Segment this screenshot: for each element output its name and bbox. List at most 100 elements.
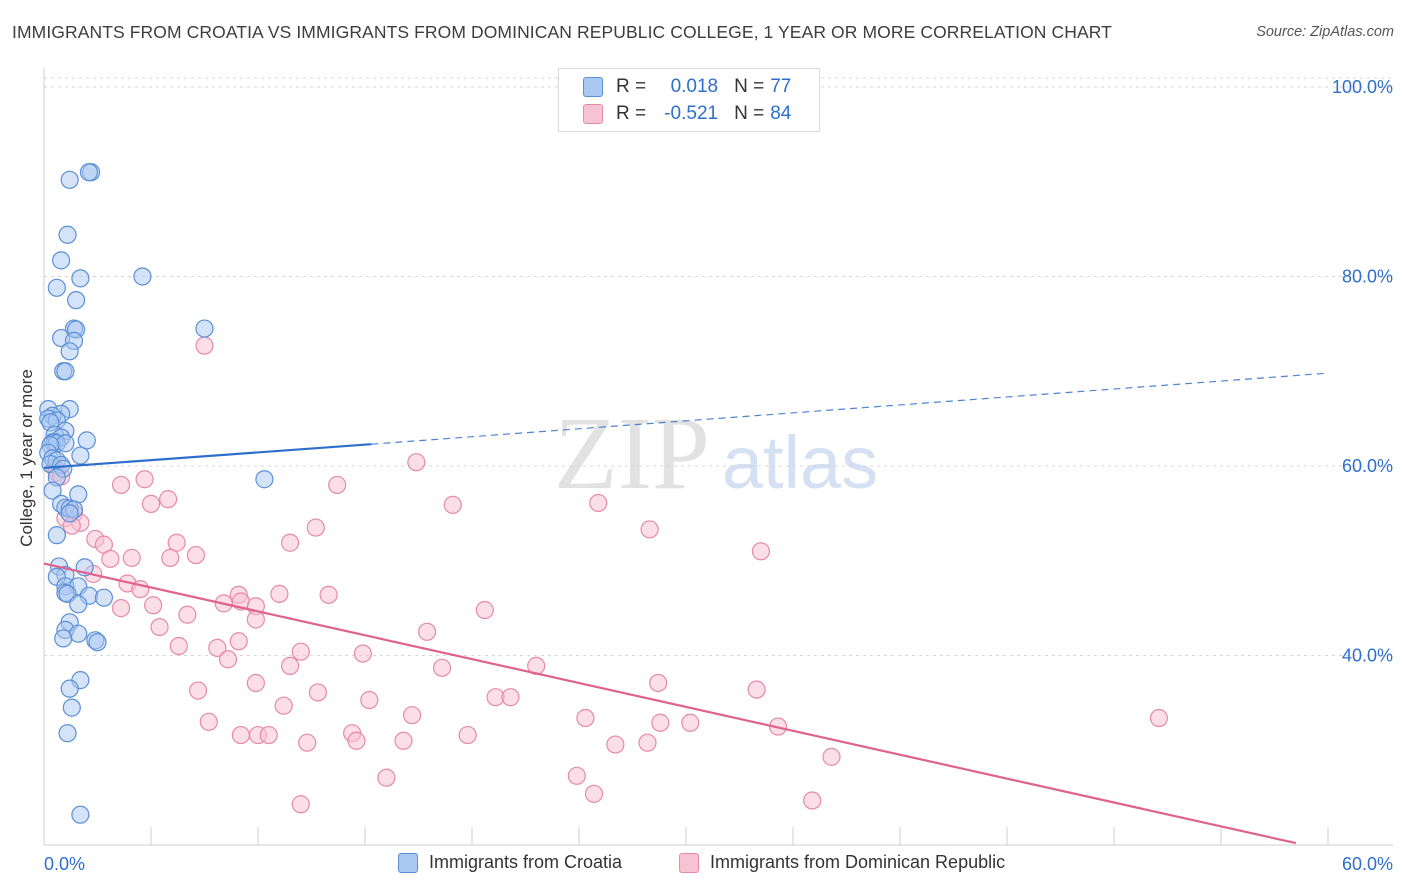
dominican-point xyxy=(199,712,218,731)
dominican-point xyxy=(803,791,822,810)
dominican-point xyxy=(111,599,131,618)
trend-lines xyxy=(43,372,1329,845)
dominican-point xyxy=(443,495,462,514)
legend-r-value-croatia: 0.018 xyxy=(670,76,719,97)
dominican-point xyxy=(584,784,604,803)
dominican-point xyxy=(169,636,188,656)
dominican-point xyxy=(402,706,422,725)
stats-legend: R = 0.018 N = 77 R = -0.521 N = 84 xyxy=(558,68,820,132)
y-tick-label: 100.0% xyxy=(1332,77,1393,97)
dominican-point xyxy=(501,688,520,707)
dominican-point xyxy=(407,453,426,472)
croatia-point xyxy=(62,698,81,717)
croatia-point xyxy=(71,446,90,465)
dominican-point xyxy=(417,622,437,641)
dominican-point xyxy=(606,735,625,754)
dominican-point xyxy=(144,596,163,615)
croatia-point xyxy=(60,504,79,523)
dominican-trend-line xyxy=(43,562,1297,845)
legend-n-value-dominican: 84 xyxy=(770,103,792,124)
legend-row-dominican: R = -0.521 N = 84 xyxy=(559,101,791,127)
dominican-point xyxy=(458,725,477,745)
y-axis-title: College, 1 year or more xyxy=(17,369,36,547)
croatia-point xyxy=(66,291,86,310)
legend-n-value-croatia: 77 xyxy=(770,76,792,97)
croatia-point xyxy=(255,470,274,489)
watermark-zip: ZIP xyxy=(554,396,710,511)
series-swatch-dominican xyxy=(679,852,699,873)
dominican-point xyxy=(747,680,766,699)
croatia-point xyxy=(60,679,79,698)
dominican-points xyxy=(45,336,1169,814)
dominican-point xyxy=(229,632,248,651)
croatia-trend-extension xyxy=(371,372,1329,445)
dominican-point xyxy=(308,683,328,702)
croatia-point xyxy=(69,624,88,643)
dominican-point xyxy=(589,493,608,513)
dominican-point xyxy=(347,731,366,750)
dominican-point xyxy=(281,533,300,552)
series-legend-label-dominican: Immigrants from Dominican Republic xyxy=(710,852,1006,872)
dominican-point xyxy=(432,658,452,677)
dominican-point xyxy=(141,494,161,513)
dominican-point xyxy=(150,617,169,637)
dominican-point xyxy=(475,600,494,620)
dominican-point xyxy=(291,795,310,814)
series-legend-label-croatia: Immigrants from Croatia xyxy=(429,852,623,872)
dominican-point xyxy=(208,638,227,658)
dominican-point xyxy=(394,731,413,750)
croatia-point xyxy=(94,588,114,607)
gridlines xyxy=(44,77,1393,656)
croatia-point xyxy=(133,267,152,286)
watermark: ZIP atlas xyxy=(554,396,878,511)
croatia-point xyxy=(71,805,90,824)
croatia-trend-line xyxy=(43,443,372,469)
dominican-point xyxy=(178,605,197,624)
legend-row-croatia: R = 0.018 N = 77 xyxy=(559,74,791,100)
dominican-point xyxy=(360,690,379,710)
legend-swatch-dominican xyxy=(583,104,603,124)
croatia-point xyxy=(56,434,75,453)
x-axis-labels: 0.0% 60.0% xyxy=(44,854,1393,874)
y-tick-label: 40.0% xyxy=(1342,645,1393,665)
croatia-point xyxy=(195,319,214,338)
dominican-point xyxy=(649,673,668,693)
dominican-point xyxy=(751,542,771,561)
croatia-point xyxy=(43,481,62,500)
dominican-point xyxy=(651,713,670,732)
dominican-point xyxy=(567,766,586,785)
dominican-point xyxy=(822,747,841,766)
croatia-point xyxy=(56,362,75,381)
dominican-point xyxy=(291,642,310,661)
dominican-point xyxy=(195,336,214,355)
legend-n-label: N = xyxy=(734,103,765,124)
y-axis-labels: 40.0% 60.0% 80.0% 100.0% xyxy=(1332,77,1393,666)
legend-r-label: R = xyxy=(616,103,647,124)
series-swatch-croatia xyxy=(398,852,418,873)
dominican-point xyxy=(159,490,178,509)
legend-r-value-dominican: -0.521 xyxy=(664,103,719,124)
croatia-point xyxy=(79,163,99,182)
dominican-point xyxy=(274,696,293,715)
croatia-point xyxy=(71,269,90,288)
dominican-point xyxy=(638,733,657,752)
legend-n-label: N = xyxy=(734,76,765,97)
croatia-point xyxy=(47,526,66,545)
croatia-point xyxy=(47,278,66,297)
dominican-point xyxy=(167,533,186,552)
croatia-point xyxy=(77,431,96,450)
y-tick-label: 60.0% xyxy=(1342,456,1393,476)
dominican-point xyxy=(681,713,700,732)
dominican-point xyxy=(246,610,265,629)
dominican-point xyxy=(328,475,347,495)
legend-r-label: R = xyxy=(616,76,647,97)
croatia-point xyxy=(54,629,73,648)
croatia-point xyxy=(58,724,77,743)
dominican-point xyxy=(122,548,141,567)
dominican-point xyxy=(188,681,208,700)
x-tick-label: 60.0% xyxy=(1342,854,1393,874)
dominican-point xyxy=(161,548,180,567)
dominican-point xyxy=(319,585,338,604)
dominican-point xyxy=(186,545,206,565)
x-axis-ticks xyxy=(43,827,1329,845)
